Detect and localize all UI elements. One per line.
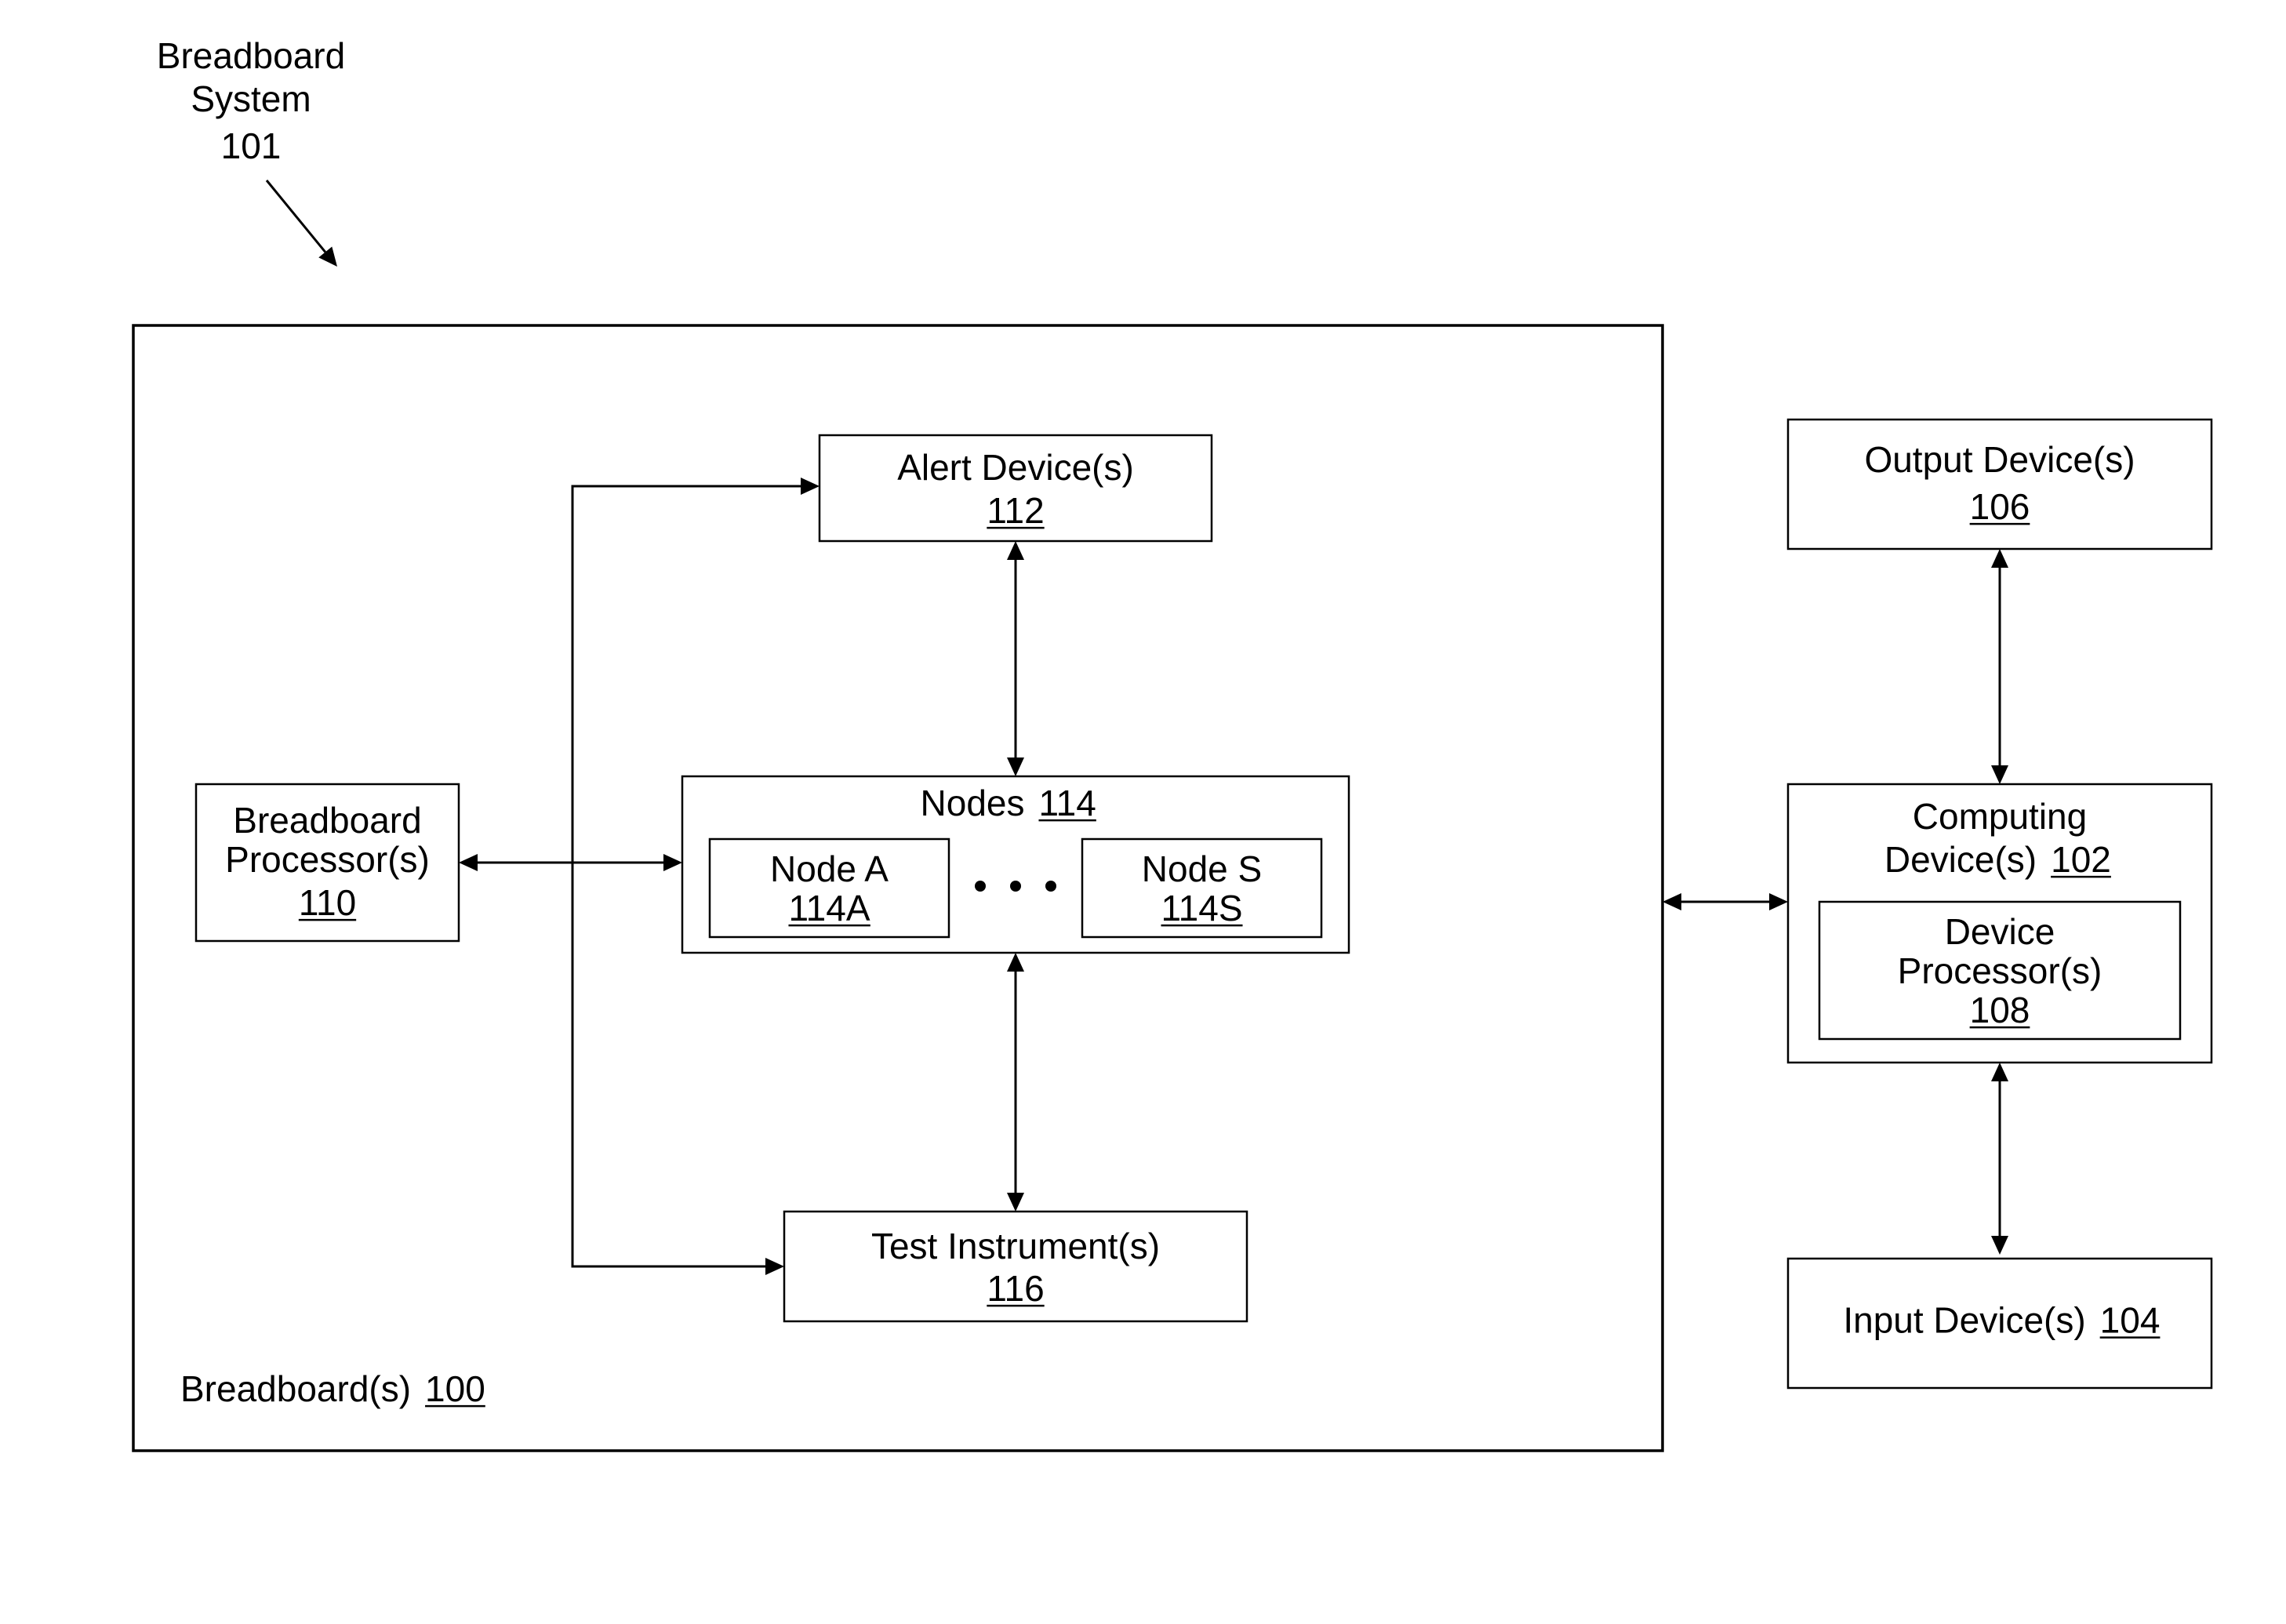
svg-text:Breadboard: Breadboard <box>157 35 345 76</box>
svg-text:108: 108 <box>1970 990 2030 1030</box>
svg-text:Input Device(s): Input Device(s) <box>1843 1300 2085 1341</box>
svg-text:Device: Device <box>1945 911 2055 952</box>
svg-text:Node A: Node A <box>770 848 889 889</box>
svg-text:116: 116 <box>987 1268 1044 1309</box>
svg-text:114S: 114S <box>1161 888 1242 928</box>
svg-text:Processor(s): Processor(s) <box>225 839 430 880</box>
svg-text:110: 110 <box>299 882 356 923</box>
svg-text:Computing: Computing <box>1913 796 2087 837</box>
svg-text:102: 102 <box>2051 839 2111 880</box>
svg-text:Breadboard(s): Breadboard(s) <box>180 1368 411 1409</box>
svg-text:104: 104 <box>2100 1300 2161 1341</box>
svg-text:System: System <box>191 78 311 119</box>
svg-text:112: 112 <box>987 490 1044 531</box>
svg-text:Alert Device(s): Alert Device(s) <box>897 447 1134 488</box>
svg-text:114A: 114A <box>788 888 870 928</box>
svg-text:Breadboard: Breadboard <box>233 800 421 841</box>
svg-text:101: 101 <box>221 125 282 166</box>
svg-text:100: 100 <box>425 1368 485 1409</box>
svg-text:Nodes: Nodes <box>921 783 1025 823</box>
svg-text:Node S: Node S <box>1142 848 1262 889</box>
svg-text:Output Device(s): Output Device(s) <box>1864 439 2135 480</box>
svg-text:106: 106 <box>1970 486 2030 527</box>
svg-text:Test Instrument(s): Test Instrument(s) <box>871 1226 1160 1266</box>
svg-text:Device(s): Device(s) <box>1884 839 2037 880</box>
svg-text:114: 114 <box>1038 783 1096 823</box>
svg-text:Processor(s): Processor(s) <box>1898 950 2102 991</box>
